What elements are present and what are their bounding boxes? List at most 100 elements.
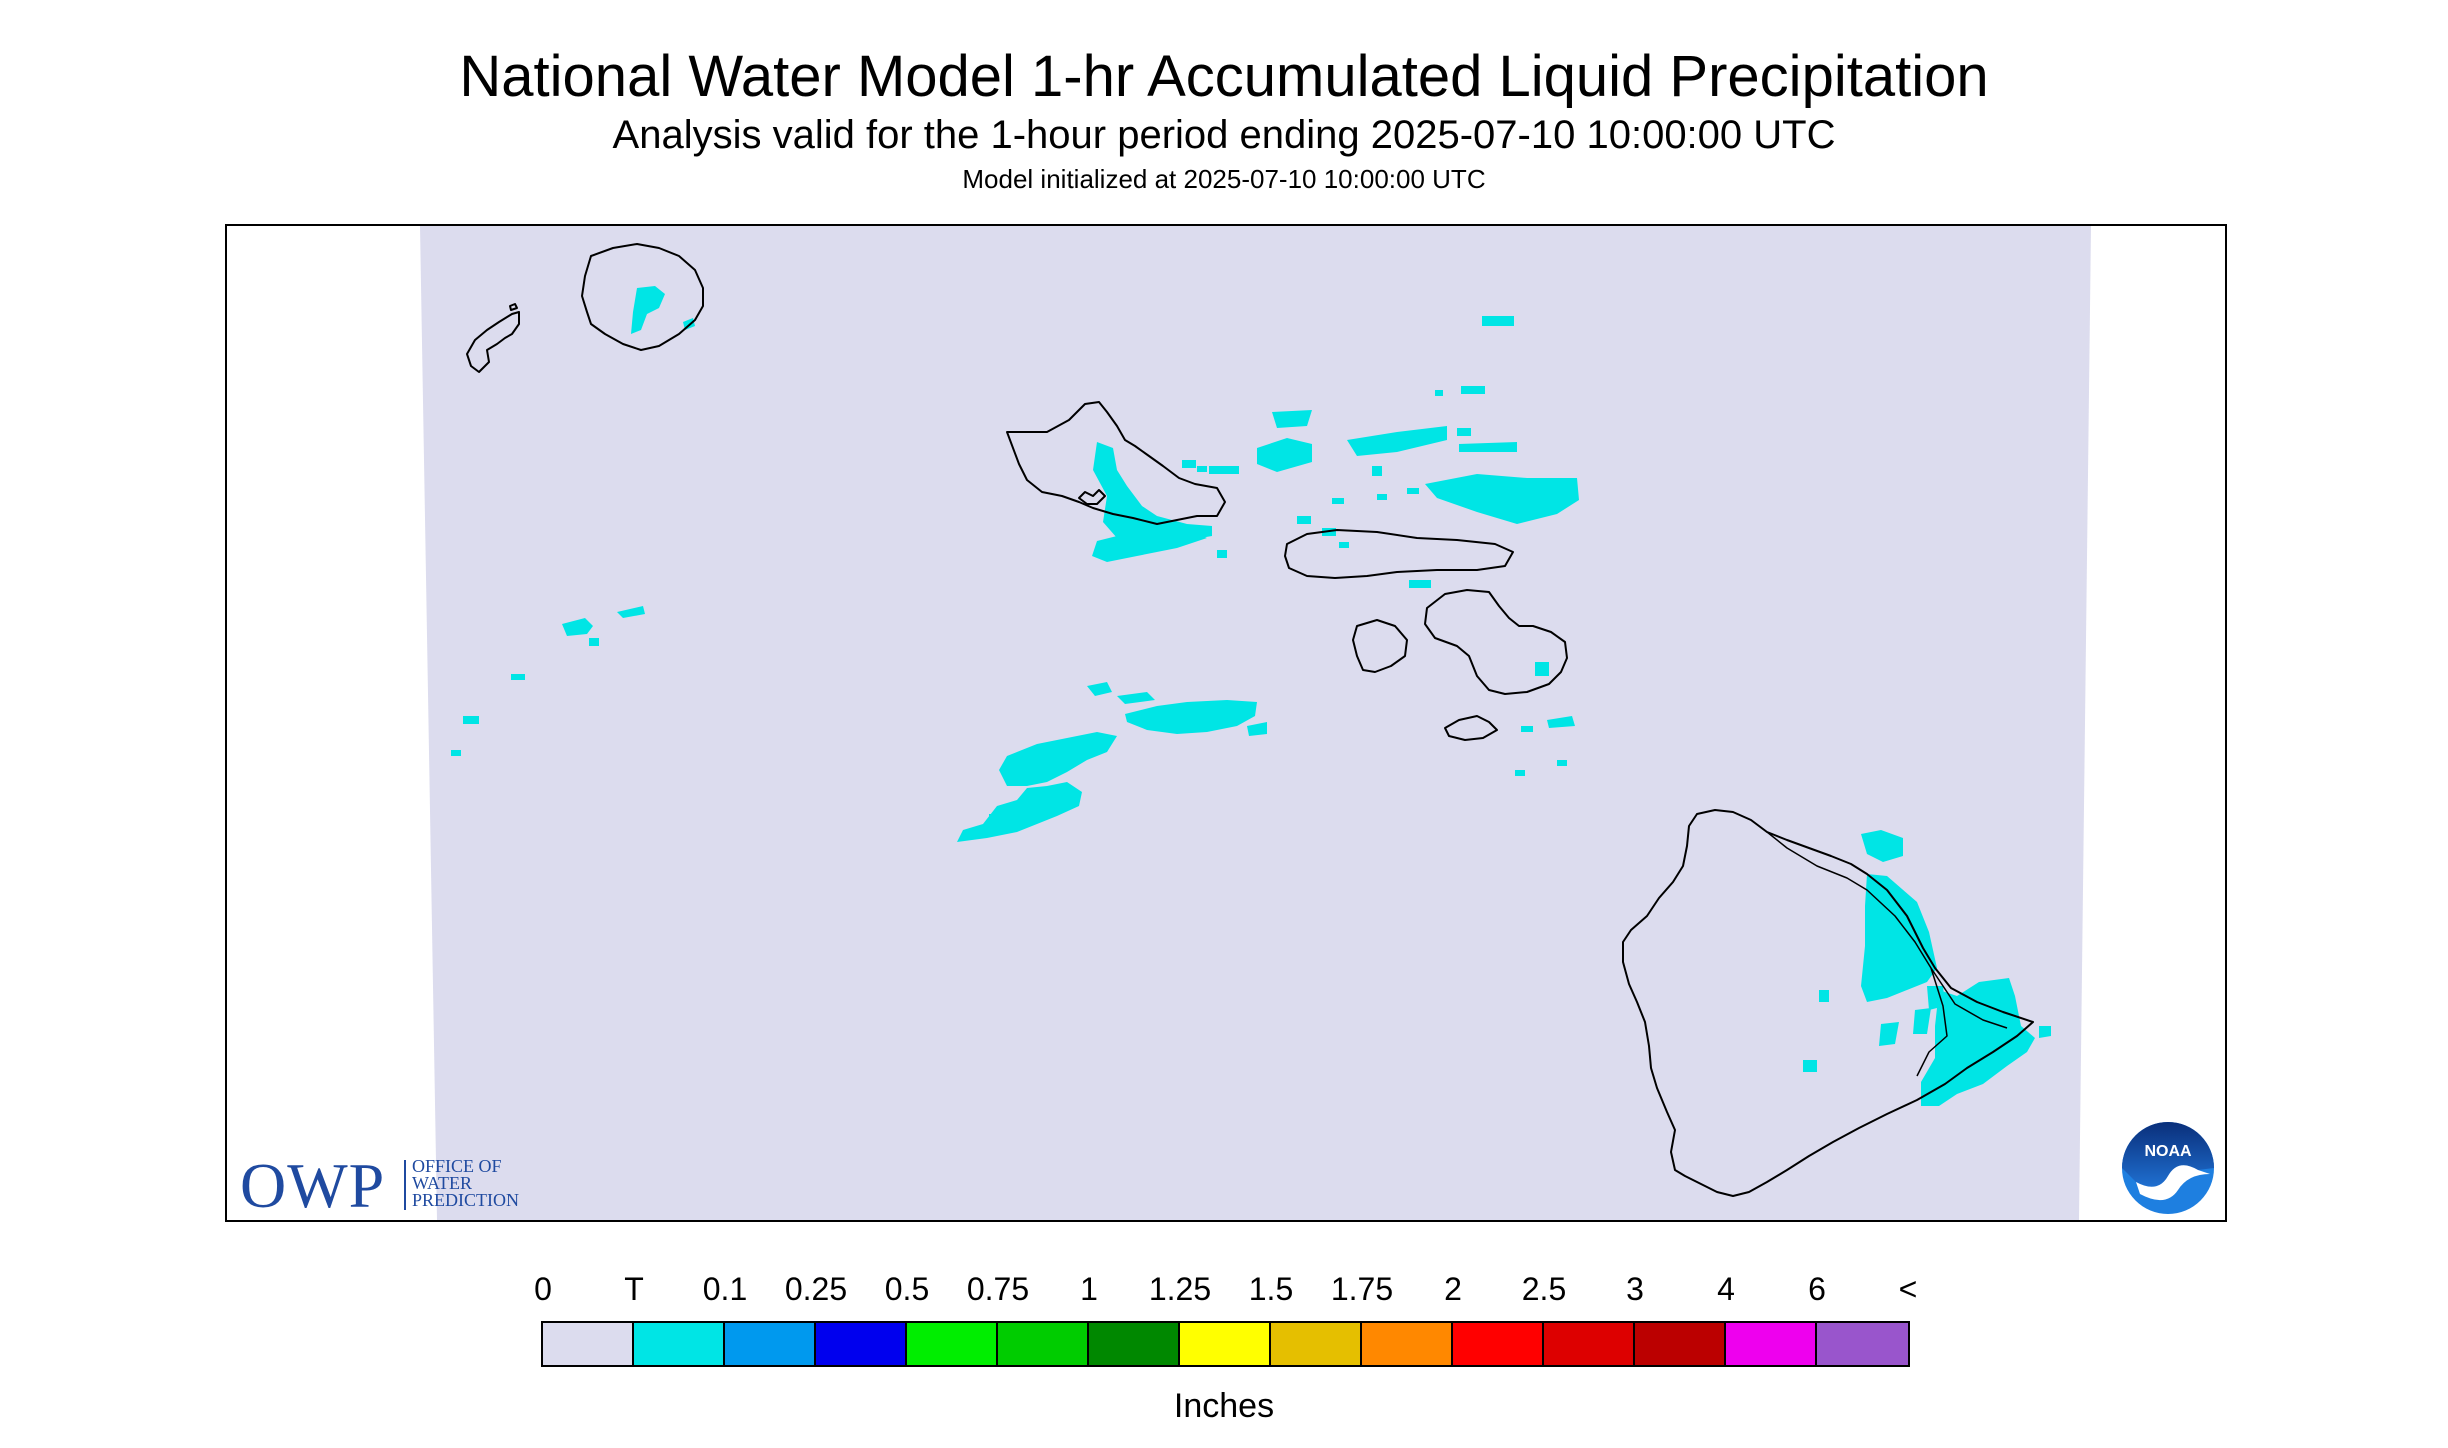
legend-label: 2 [1444, 1271, 1462, 1307]
precip-area [1457, 428, 1471, 436]
precip-area [1125, 700, 1257, 734]
precip-area [1217, 550, 1227, 558]
precip-area [589, 638, 599, 646]
precip-area [631, 286, 665, 334]
coastline-molokai [1284, 529, 1514, 579]
owp-logo-line: PREDICTION [412, 1190, 519, 1210]
precip-area [1547, 716, 1575, 728]
precip-area [1347, 426, 1447, 456]
legend-swatch [1635, 1323, 1726, 1365]
noaa-logo-text: NOAA [2144, 1143, 2192, 1160]
legend-label: 2.5 [1521, 1271, 1567, 1307]
coastline-niihau [466, 311, 520, 373]
precip-area [511, 674, 525, 680]
precip-area [1092, 531, 1207, 562]
precip-area [562, 618, 593, 636]
precip-area [999, 732, 1117, 786]
map-panel [225, 224, 2227, 1222]
legend-swatch [634, 1323, 725, 1365]
legend-label: 1.5 [1248, 1271, 1294, 1307]
precip-area [1425, 474, 1579, 524]
legend-labels: 0 T 0.1 0.25 0.5 0.75 1 1.25 1.5 1.75 2 2.5 3 4 6 < [0, 1270, 2448, 1310]
coastline-oahu [1006, 401, 1226, 525]
map-subtitle: Analysis valid for the 1-hour period end… [612, 113, 1836, 157]
precipitation-map [420, 226, 2091, 1220]
legend-swatch [1544, 1323, 1635, 1365]
legend-colorbar [541, 1321, 1910, 1367]
precip-area [463, 716, 479, 724]
precip-area [1435, 390, 1443, 396]
legend-swatch [1453, 1323, 1544, 1365]
precip-area [1257, 438, 1312, 472]
precip-area [451, 750, 461, 756]
legend-swatch [1362, 1323, 1453, 1365]
coastline-hawaii [1622, 809, 2034, 1197]
precip-area [1535, 662, 1549, 676]
precip-area [1209, 466, 1239, 474]
legend-swatch [998, 1323, 1089, 1365]
owp-logo-caption: OFFICE OF WATER PREDICTION [412, 1157, 519, 1210]
precip-area [1093, 442, 1212, 542]
legend-units: Inches [1173, 1387, 1275, 1425]
precip-area [1861, 874, 1937, 1002]
precip-area [1407, 488, 1419, 494]
precip-area [1339, 542, 1349, 548]
precip-area [1879, 1022, 1899, 1046]
precip-area [1332, 498, 1344, 504]
precip-area [1482, 316, 1514, 326]
precip-area [1557, 760, 1567, 766]
legend-swatch [816, 1323, 907, 1365]
precip-area [989, 814, 999, 822]
legend-label: T [624, 1271, 644, 1307]
legend-label: 0.75 [966, 1271, 1030, 1307]
precip-area [1515, 770, 1525, 776]
precip-area [1803, 1060, 1817, 1072]
legend-label: 1.75 [1330, 1271, 1394, 1307]
owp-logo-text: OWP [240, 1150, 386, 1221]
legend-label: 0.25 [784, 1271, 848, 1307]
coastline-kauai [581, 243, 704, 351]
legend-label: < [1898, 1271, 1918, 1307]
owp-logo-line: WATER [412, 1173, 472, 1193]
precip-area [1372, 466, 1382, 476]
precip-area [2039, 1026, 2051, 1038]
precip-areas [451, 286, 2051, 1106]
precip-area [1297, 516, 1311, 524]
model-init-text: Model initialized at 2025-07-10 10:00:00… [962, 164, 1486, 194]
legend-label: 4 [1717, 1271, 1735, 1307]
map-title: National Water Model 1-hr Accumulated Li… [459, 44, 1989, 109]
coastlines [466, 243, 2034, 1197]
precip-area [1409, 580, 1431, 588]
legend-swatch [907, 1323, 998, 1365]
coastline-lehua [509, 303, 518, 311]
legend-label: 1.25 [1148, 1271, 1212, 1307]
coastline-pearl-harbor [1078, 489, 1106, 505]
coastline-kahoolawe [1444, 715, 1498, 741]
precip-area [617, 606, 645, 618]
precip-area [1521, 726, 1533, 732]
legend-swatch [1089, 1323, 1180, 1365]
precip-area [1461, 386, 1485, 394]
precip-area [1247, 722, 1267, 736]
precip-area [957, 782, 1082, 842]
legend-swatch [1817, 1323, 1908, 1365]
model-domain-background [420, 226, 2091, 1220]
legend-label: 0.5 [884, 1271, 930, 1307]
legend-label: 0 [534, 1271, 552, 1307]
legend-swatch [1726, 1323, 1817, 1365]
noaa-logo: NOAA [2120, 1120, 2216, 1216]
precip-area [1921, 978, 2035, 1106]
legend-label: 0.1 [702, 1271, 748, 1307]
precip-area [1087, 682, 1112, 696]
legend-swatch [1271, 1323, 1362, 1365]
legend-label: 3 [1626, 1271, 1644, 1307]
legend-label: 6 [1808, 1271, 1826, 1307]
precip-area [1861, 830, 1903, 862]
precip-area [1377, 494, 1387, 500]
precip-area [1819, 990, 1829, 1002]
precip-area [1459, 442, 1517, 452]
coastline-hawaii-interior [1766, 831, 2008, 1077]
precip-area [1117, 692, 1155, 704]
precip-area [1913, 1008, 1931, 1034]
coastline-lanai [1352, 619, 1408, 673]
